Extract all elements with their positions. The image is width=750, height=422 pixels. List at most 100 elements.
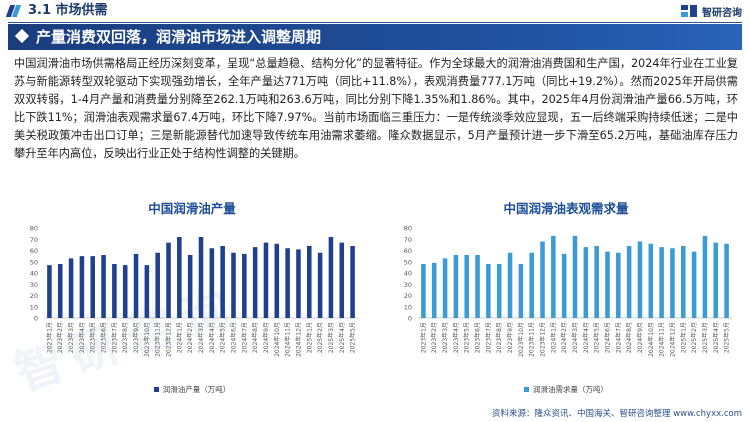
x-tick-label: 2024年7月 <box>614 322 622 353</box>
x-tick-label: 2023年3月 <box>441 322 449 353</box>
bar <box>285 248 290 318</box>
x-tick-label: 2025年4月 <box>712 322 720 353</box>
y-tick-label: 70 <box>30 236 38 244</box>
bar <box>681 246 686 318</box>
x-tick-label: 2023年8月 <box>121 322 129 353</box>
y-tick-label: 10 <box>30 303 38 311</box>
x-tick-label: 2023年12月 <box>539 322 547 357</box>
x-tick-label: 2024年9月 <box>262 322 270 353</box>
y-tick-label: 0 <box>34 315 38 323</box>
bar <box>296 249 301 318</box>
bar <box>572 235 578 318</box>
bar <box>605 251 610 318</box>
y-tick-label: 40 <box>404 270 412 278</box>
y-tick-label: 70 <box>404 236 412 244</box>
bar <box>561 253 567 318</box>
bar <box>518 264 524 318</box>
bar <box>648 243 654 318</box>
bar <box>112 264 117 318</box>
source-note: 资料来源：隆众资讯、中国海关、智研咨询整理 www.chyxx.com <box>492 409 742 419</box>
legend-label: 润滑油产量（万吨） <box>162 385 231 394</box>
y-tick-label: 20 <box>30 292 38 300</box>
x-tick-label: 2024年8月 <box>625 322 633 353</box>
bar <box>496 264 502 318</box>
legend-label: 润滑油需求量（万吨） <box>533 385 608 394</box>
x-tick-label: 2023年9月 <box>132 322 140 353</box>
x-tick-label: 2024年3月 <box>571 322 579 353</box>
bar <box>583 247 589 318</box>
bar <box>252 247 258 318</box>
bar <box>637 241 643 318</box>
x-tick-label: 2024年7月 <box>240 322 248 353</box>
bar <box>47 265 52 318</box>
x-tick-label: 2024年11月 <box>658 322 666 357</box>
x-tick-label: 2023年1月 <box>419 322 427 353</box>
x-tick-label: 2024年6月 <box>603 322 611 353</box>
bar <box>339 242 345 318</box>
x-tick-label: 2023年10月 <box>517 322 525 357</box>
x-tick-label: 2024年8月 <box>251 322 259 353</box>
x-tick-label: 2024年4月 <box>208 322 216 353</box>
legend-swatch <box>524 387 529 392</box>
bar <box>57 264 63 318</box>
x-tick-label: 2024年4月 <box>582 322 590 353</box>
x-tick-label: 2024年10月 <box>647 322 655 357</box>
chart-legend: 润滑油产量（万吨） <box>18 384 366 395</box>
x-tick-label: 2025年5月 <box>723 322 731 353</box>
header-divider <box>8 22 742 23</box>
bar <box>122 265 128 318</box>
x-tick-label: 2023年7月 <box>110 322 118 353</box>
legend-swatch <box>153 387 159 392</box>
bar <box>464 255 469 318</box>
chart-title: 中国润滑油表观需求量 <box>503 201 629 216</box>
y-tick-label: 80 <box>404 225 412 233</box>
x-tick-label: 2023年2月 <box>430 322 438 353</box>
bar <box>507 252 513 318</box>
bar <box>453 255 459 318</box>
bar <box>209 248 215 318</box>
x-tick-label: 2024年3月 <box>197 322 205 353</box>
bar <box>231 252 236 318</box>
section-marker-icon <box>5 5 22 17</box>
x-tick-label: 2023年5月 <box>463 322 471 353</box>
bar <box>529 252 534 318</box>
bar <box>691 251 697 318</box>
bar <box>133 253 139 318</box>
bar <box>626 246 632 318</box>
bar <box>350 246 355 318</box>
x-tick-label: 2023年10月 <box>143 322 151 357</box>
x-tick-label: 2025年1月 <box>679 322 687 353</box>
bar <box>551 235 556 318</box>
brand[interactable]: 智研咨询 <box>680 3 742 19</box>
x-tick-label: 2025年1月 <box>305 322 313 353</box>
y-tick-label: 50 <box>30 258 38 266</box>
top-header: 3.1 市场供需 智研咨询 <box>0 0 750 22</box>
x-tick-label: 2024年10月 <box>273 322 281 357</box>
x-tick-label: 2023年4月 <box>78 322 86 353</box>
x-tick-label: 2023年11月 <box>528 322 536 357</box>
bar <box>594 246 599 318</box>
y-tick-label: 80 <box>30 225 38 233</box>
bar <box>187 255 193 318</box>
x-tick-label: 2023年1月 <box>45 322 53 353</box>
y-tick-label: 50 <box>404 258 412 266</box>
y-tick-label: 60 <box>30 247 38 255</box>
x-tick-label: 2024年2月 <box>186 322 194 353</box>
y-tick-label: 20 <box>404 292 412 300</box>
bar <box>90 256 95 318</box>
bar <box>68 258 74 318</box>
x-tick-label: 2024年9月 <box>636 322 644 353</box>
chart-title: 中国润滑油产量 <box>148 201 236 216</box>
bar <box>317 252 323 318</box>
x-tick-label: 2023年5月 <box>89 322 97 353</box>
y-tick-label: 30 <box>404 281 412 289</box>
x-tick-label: 2025年4月 <box>338 322 346 353</box>
x-tick-label: 2024年6月 <box>229 322 237 353</box>
production-chart: 中国润滑油产量 0 10 20 30 40 50 60 70 80 2023年1月 2023年2月 2… <box>18 198 366 395</box>
bar <box>670 248 675 318</box>
bar <box>442 258 448 318</box>
bar <box>144 265 150 318</box>
x-tick-label: 2025年2月 <box>316 322 324 353</box>
bar <box>702 235 708 318</box>
